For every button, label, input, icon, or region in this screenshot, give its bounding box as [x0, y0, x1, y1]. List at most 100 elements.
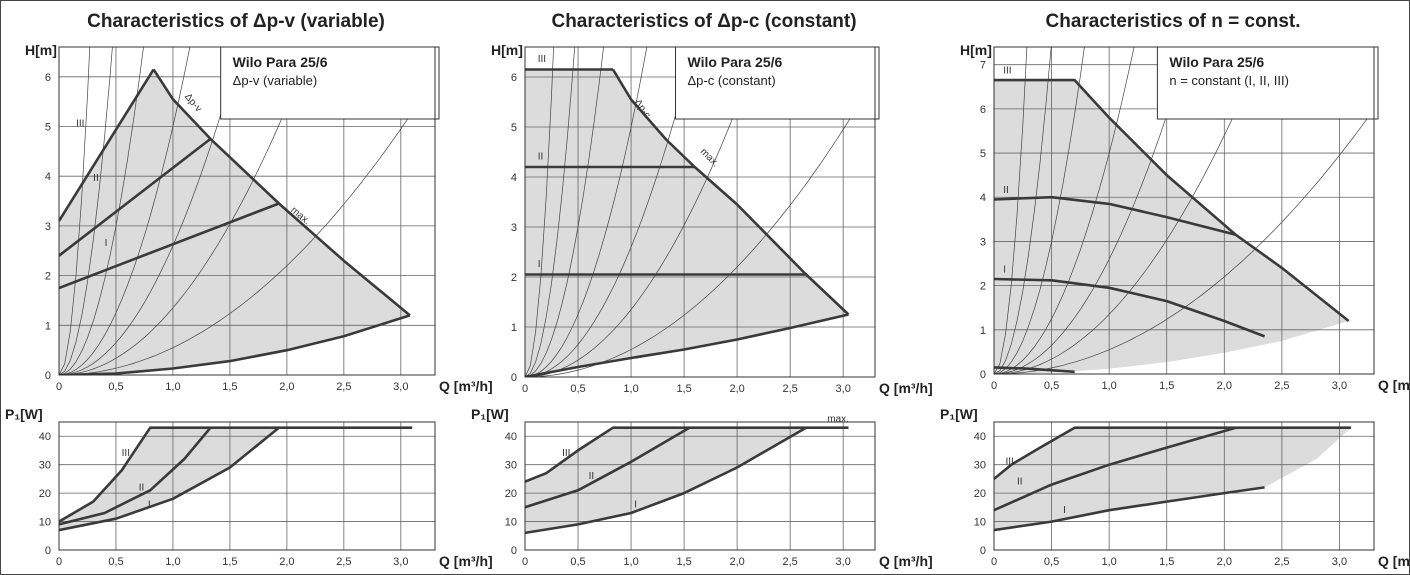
y-tick-label: 1	[980, 325, 986, 337]
x-tick-label: 2,5	[783, 383, 798, 395]
x-tick-label: 0,5	[570, 556, 585, 568]
x-tick-label: 3,0	[836, 383, 851, 395]
y-tick-label: 7	[980, 60, 986, 72]
head-curve-I	[59, 202, 280, 290]
x-tick-label: 3,0	[393, 381, 408, 393]
y-tick-label: 3	[45, 221, 51, 233]
x-tick-label: 2,5	[1274, 556, 1289, 568]
y-tick-label: 6	[45, 72, 51, 84]
power-operating-area	[994, 427, 1351, 531]
x-tick-label: 0	[991, 556, 997, 568]
x-tick-label: 0	[56, 556, 62, 568]
system-curve	[994, 47, 1085, 374]
legend-mode: Δp-c (constant)	[688, 73, 776, 88]
head-plot-area	[525, 47, 875, 377]
head-curve-min	[994, 366, 1075, 374]
power-curve-label: I	[1063, 505, 1066, 516]
x-tick-label: 0,5	[108, 556, 123, 568]
p-tick-label: 40	[39, 431, 51, 443]
power-axes-frame	[993, 421, 1375, 551]
system-curve	[525, 47, 695, 377]
head-curve-III	[994, 78, 1350, 323]
p-tick-label: 20	[505, 488, 517, 500]
head-curve-min	[525, 313, 849, 377]
power-axes-frame	[58, 421, 436, 551]
power-axes-frame	[524, 421, 876, 551]
chart-title: Characteristics of Δp-v (variable)	[87, 11, 385, 32]
x-tick-label: 1,0	[1102, 556, 1117, 568]
x-tick-label: 1,5	[1159, 380, 1174, 392]
x-tick-label: 3,0	[836, 556, 851, 568]
curve-label: I	[538, 259, 541, 270]
system-curve	[59, 47, 241, 375]
power-curve-I	[59, 426, 280, 532]
y-tick-label: 0	[45, 370, 51, 382]
x-tick-label: 1,0	[623, 556, 638, 568]
x-tick-label: 0,5	[1044, 556, 1059, 568]
p-tick-label: 40	[505, 431, 517, 443]
chart-title: Characteristics of Δp-c (constant)	[551, 11, 857, 32]
x-axis-label: Q [m³/h]	[1378, 377, 1410, 393]
y-tick-label: 6	[511, 72, 517, 84]
system-curve	[525, 47, 648, 377]
x-tick-label: 2,5	[336, 381, 351, 393]
y-tick-label: 3	[511, 222, 517, 234]
y-tick-label: 4	[980, 192, 986, 204]
system-curve	[59, 47, 312, 375]
x-tick-label: 0,5	[108, 381, 123, 393]
chart-panel-nconst: Characteristics of n = const. Wilo Para …	[938, 1, 1410, 574]
power-curve-label: III	[562, 448, 570, 459]
legend-box	[675, 46, 880, 120]
y-axis-label: H[m]	[960, 42, 992, 58]
y-tick-label: 0	[980, 369, 986, 381]
system-curve	[59, 47, 191, 375]
x-tick-label: 2,0	[729, 383, 744, 395]
head-operating-area	[525, 69, 849, 377]
p-tick-label: 20	[974, 488, 986, 500]
power-curve-III	[59, 426, 413, 523]
chart-panel-dpc: Characteristics of Δp-c (constant) Wilo …	[469, 1, 939, 574]
system-curve	[994, 47, 1264, 374]
x-tick-label: 3,0	[1332, 380, 1347, 392]
x-tick-label: 2,0	[1217, 380, 1232, 392]
power-curve-label: max.	[827, 414, 849, 425]
x-axis-label: Q [m³/h]	[879, 553, 933, 569]
y-tick-label: 1	[511, 322, 517, 334]
x-tick-label: 1,0	[165, 381, 180, 393]
power-curve-label: II	[1017, 477, 1023, 488]
x-tick-label: 2,0	[279, 381, 294, 393]
head-axes-frame	[58, 46, 436, 376]
power-curve-III	[994, 426, 1351, 480]
power-curve-label: II	[139, 482, 145, 493]
chart-svg-dpc: Wilo Para 25/6Δp-c (constant)IIIIIIΔp-cm…	[471, 42, 933, 569]
x-tick-label: 3,0	[393, 556, 408, 568]
power-curve-label: II	[589, 471, 595, 482]
x-tick-label: 3,0	[1332, 556, 1347, 568]
legend-title: Wilo Para 25/6	[1169, 54, 1264, 70]
curve-label: III	[1003, 66, 1011, 77]
x-tick-label: 0	[991, 380, 997, 392]
x-tick-label: 0	[522, 556, 528, 568]
y-tick-label: 5	[980, 148, 986, 160]
curve-label: I	[105, 238, 108, 249]
head-axes-frame	[524, 46, 876, 378]
p-tick-label: 30	[505, 460, 517, 472]
legend-title: Wilo Para 25/6	[688, 54, 783, 70]
chart-panel-dpv: Characteristics of Δp-v (variable) Wilo …	[1, 1, 493, 574]
system-curve	[59, 47, 144, 375]
power-curve-label: I	[634, 499, 637, 510]
system-curve	[525, 77, 875, 377]
x-tick-label: 2,0	[279, 556, 294, 568]
y-tick-label: 0	[511, 372, 517, 384]
curve-label: III	[76, 119, 84, 130]
x-tick-label: 1,5	[222, 556, 237, 568]
x-tick-label: 0	[522, 383, 528, 395]
p-tick-label: 30	[974, 460, 986, 472]
system-curve	[994, 47, 1135, 374]
x-axis-label: Q [m³/h]	[439, 553, 493, 569]
power-curve-I	[994, 486, 1265, 532]
curve-label: II	[538, 152, 544, 163]
y-tick-label: 4	[45, 171, 51, 183]
power-curve-II	[59, 426, 212, 526]
